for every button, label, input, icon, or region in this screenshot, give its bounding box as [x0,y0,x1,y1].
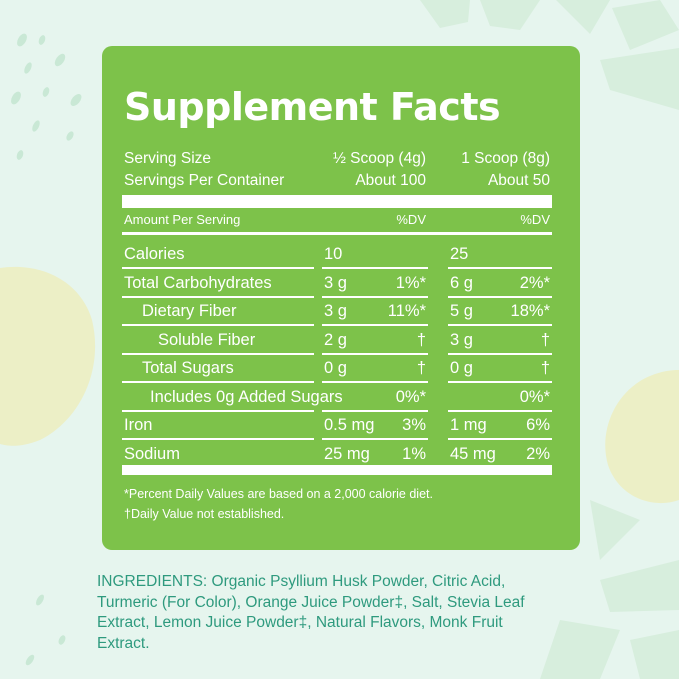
ingredients-line: Turmeric (For Color), Orange Juice Powde… [97,593,525,611]
dv-half: 11%* [387,302,426,320]
dv-full: 6% [526,416,550,434]
amount-half: 0.5 mg [324,416,375,434]
dv-half: † [416,330,426,349]
footnote-dagger: †Daily Value not established. [124,507,285,521]
supplement-facts-panel: Supplement Facts Serving Size ½ Scoop (4… [102,46,580,550]
seed-dots [11,33,82,666]
lime-slice-bottom-right [540,500,679,679]
amount-full: 3 g [450,330,473,349]
dv-full: † [540,359,550,377]
nutrient-name: Total Sugars [142,359,234,377]
amount-full: 1 mg [450,416,487,434]
serving-size-full: 1 Scoop (8g) [461,150,550,167]
row-rule [122,295,314,298]
dv-full: 0%* [519,387,550,406]
servings-per-container-label: Servings Per Container [124,172,285,189]
dv-header-full: %DV [520,212,550,227]
serving-size-label: Serving Size [124,150,212,167]
row-rule [322,352,428,355]
amount-full: 25 [450,245,469,263]
dv-half: 3% [402,416,426,434]
lemon-right [605,370,679,504]
thick-divider [122,195,552,208]
dv-half: 1% [402,444,426,463]
row-rule [322,381,428,383]
row-rule [322,438,428,440]
row-rule [122,438,314,440]
row-rule [448,295,552,298]
servings-half: About 100 [355,172,426,189]
dv-half: † [416,359,426,377]
nutrient-name: Total Carbohydrates [124,273,272,292]
row-rule [122,352,314,355]
row-rule [448,381,552,383]
amount-half: 10 [324,245,343,263]
dv-half: 1%* [395,273,426,292]
ingredients-line: INGREDIENTS: Organic Psyllium Husk Powde… [97,573,506,590]
row-rule [122,267,314,269]
row-rule [448,267,552,269]
bottom-divider [122,465,552,475]
dv-full: † [540,330,550,349]
facts-title: Supplement Facts [124,85,501,129]
ingredients-line: Extract, Lemon Juice Powder‡, Natural Fl… [97,614,503,631]
dv-full: 2% [526,444,550,463]
lime-slice-top-right [420,0,679,110]
amount-full: 6 g [450,273,473,292]
row-rule [322,295,428,298]
serving-size-half: ½ Scoop (4g) [332,150,426,167]
dv-full: 2%* [519,273,550,292]
row-rule [448,409,552,412]
row-rule [448,324,552,326]
nutrient-name: Soluble Fiber [158,330,256,349]
amount-half: 2 g [324,330,347,349]
nutrient-name: Sodium [124,444,180,463]
row-rule [448,352,552,355]
amount-half: 3 g [324,302,347,320]
nutrient-name: Iron [124,416,153,434]
amount-per-serving-label: Amount Per Serving [124,212,241,227]
row-rule [122,324,314,326]
amount-half: 0 g [324,359,347,377]
row-rule [322,409,428,412]
row-rule [448,438,552,440]
nutrient-name: Calories [124,245,185,263]
header-rule [122,232,552,235]
nutrient-name: Includes 0g Added Sugars [150,387,343,406]
row-rule [122,381,314,383]
amount-full: 45 mg [450,444,496,463]
row-rule [122,409,314,412]
amount-half: 25 mg [324,444,370,463]
lemon-left [0,266,96,446]
ingredients-block: INGREDIENTS: Organic Psyllium Husk Powde… [97,572,567,654]
ingredients-line: Extract. [97,634,150,652]
dv-full: 18%* [510,302,550,320]
dv-header-half: %DV [396,212,426,227]
amount-full: 0 g [450,359,473,377]
footnote-percent-dv: *Percent Daily Values are based on a 2,0… [124,487,433,501]
nutrient-name: Dietary Fiber [142,302,237,320]
amount-full: 5 g [450,302,473,320]
servings-full: About 50 [487,172,550,189]
dv-half: 0%* [395,387,426,406]
row-rule [322,267,428,269]
amount-half: 3 g [324,273,347,292]
row-rule [322,324,428,326]
